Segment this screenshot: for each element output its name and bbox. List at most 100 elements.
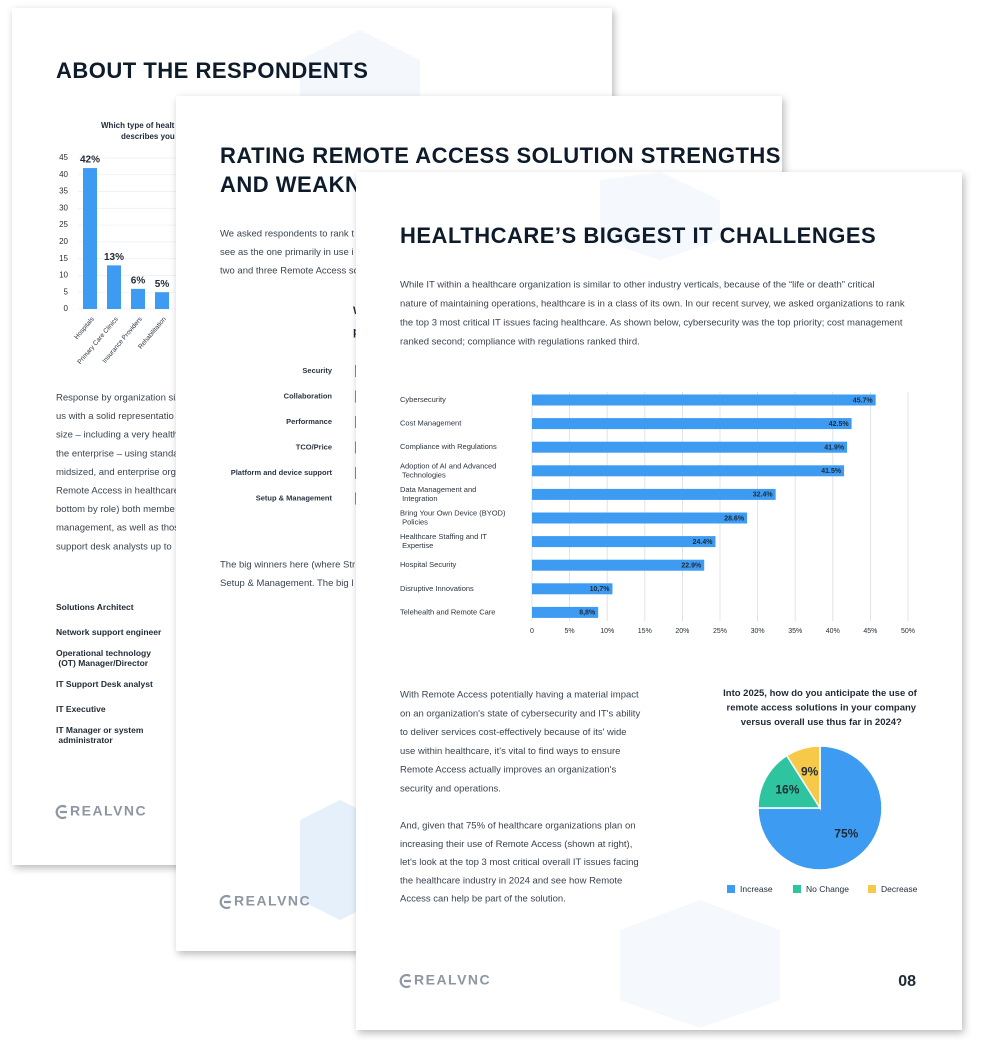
category-label: Hospital Security [400, 560, 457, 569]
pie-slice [785, 745, 821, 811]
bar [532, 394, 876, 406]
role-label: IT Manager or system administrator [56, 725, 144, 745]
value-label: 41.9% [824, 445, 845, 452]
category-label: Cost Management [400, 419, 462, 428]
bar [155, 292, 169, 309]
bar [532, 441, 848, 453]
legend-swatch [793, 885, 801, 893]
category-label: Telehealth and Remote Care [400, 607, 495, 616]
value-label: 22.9% [681, 563, 702, 570]
bar [532, 559, 705, 571]
paragraph-line: midsized, and enterprise org [56, 467, 176, 478]
role-label: Operational technology (OT) Manager/Dire… [56, 648, 151, 668]
paragraph-line: bottom by role) both membe [56, 504, 175, 515]
y-tick-label: 15 [59, 254, 68, 263]
value-label: 42% [80, 155, 100, 166]
x-tick-label: 5% [565, 628, 575, 635]
logo-icon [399, 973, 411, 989]
paragraph-line: use within healthcare, it's vital to fin… [400, 746, 620, 757]
value-label: 10,7% [590, 586, 611, 593]
page-sheet [356, 172, 962, 1030]
hex-decoration [620, 900, 780, 1028]
bar [532, 536, 716, 548]
paragraph-line: Response by organization siz [56, 393, 180, 404]
x-tick-label: 30% [751, 628, 765, 635]
pie-value-label: 16% [775, 782, 799, 796]
row-label: TCO/Price [296, 442, 332, 451]
bar [107, 265, 121, 309]
legend-label: No Change [806, 884, 849, 894]
role-label: IT Executive [56, 704, 106, 714]
category-label: Disruptive Innovations [400, 584, 474, 593]
paragraph-line: We asked respondents to rank t [220, 229, 354, 240]
paragraph-line: the healthcare industry in 2024 and see … [400, 875, 622, 886]
bar [131, 288, 145, 309]
row-label: Platform and device support [231, 468, 333, 477]
bar [532, 583, 613, 595]
pie-slice [757, 754, 822, 809]
value-label: 41.5% [821, 468, 842, 475]
logo-icon [55, 804, 67, 820]
paragraph-line: Remote Access in healthcare [56, 486, 179, 497]
value-label: 32.4% [753, 492, 774, 499]
y-tick-label: 30 [59, 203, 68, 212]
logo-text: REALVNC [234, 893, 311, 909]
hex-decoration [600, 172, 720, 260]
x-tick-label: 45% [863, 628, 877, 635]
y-tick-label: 35 [59, 187, 68, 196]
pie-value-label: 9% [801, 764, 819, 778]
row-label: Security [302, 366, 332, 375]
paragraph-line: And, given that 75% of healthcare organi… [400, 821, 636, 832]
role-label: IT Support Desk analyst [56, 679, 153, 689]
page-title: HEALTHCARE’S BIGGEST IT CHALLENGES [400, 223, 876, 248]
paragraph-line: management, as well as thos [56, 523, 179, 534]
paragraph-line: While IT within a healthcare organizatio… [400, 280, 875, 291]
paragraph-line: ranked second; compliance with regulatio… [400, 337, 640, 348]
bar [532, 488, 776, 500]
logo-text: REALVNC [414, 972, 491, 988]
chart-title: Which type of healt [101, 121, 175, 130]
paragraph-line: the enterprise – using standa [56, 448, 179, 459]
value-label: 13% [104, 252, 124, 263]
value-label: 24.4% [693, 539, 714, 546]
legend-label: Increase [740, 884, 773, 894]
bar [532, 418, 852, 430]
pie-title: Into 2025, how do you anticipate the use… [723, 688, 918, 728]
paragraph-line: two and three Remote Access so [220, 266, 359, 277]
paragraph-line: see as the one primarily in use i [220, 247, 354, 258]
legend-label: Decrease [881, 884, 918, 894]
bar [532, 465, 845, 477]
paragraph-line: Setup & Management. The big l [220, 578, 353, 589]
logo-icon [219, 894, 231, 910]
paragraph-line: us with a solid representatio [56, 411, 174, 422]
bar [532, 512, 748, 524]
paragraph-line: security and operations. [400, 784, 501, 795]
category-label: Bring Your Own Device (BYOD) Policies [400, 508, 506, 526]
paragraph-line: With Remote Access potentially having a … [400, 690, 639, 701]
logo-text: REALVNC [70, 803, 147, 819]
paragraph-line: The big winners here (where Str [220, 560, 355, 571]
y-tick-label: 45 [59, 153, 68, 162]
x-tick-label: 20% [675, 628, 689, 635]
paragraph-line: Access can help be part of the solution. [400, 894, 566, 905]
role-label: Solutions Architect [56, 602, 134, 612]
paragraph-line: to deliver services cost-effectively bec… [400, 727, 627, 738]
x-tick-label: 0 [530, 628, 534, 635]
x-tick-label: 40% [826, 628, 840, 635]
paragraph-line: Remote Access actually improves an organ… [400, 765, 616, 776]
value-label: 28.6% [724, 515, 745, 522]
page-title: AND WEAKN [220, 172, 361, 197]
category-label: Adoption of AI and Advanced Technologies [400, 461, 496, 479]
category-label: Cybersecurity [400, 395, 446, 404]
x-tick-label: 25% [713, 628, 727, 635]
value-label: 42.5% [829, 421, 850, 428]
row-label: Performance [286, 417, 332, 426]
paragraph-line: nature of maintaining operations, health… [400, 299, 905, 310]
value-label: 45.7% [853, 397, 874, 404]
page-number: 08 [898, 973, 916, 990]
category-label: Healthcare Staffing and IT Expertise [400, 532, 487, 550]
x-tick-label: 35% [788, 628, 802, 635]
value-label: 8,8% [579, 610, 596, 617]
paragraph-line: let's look at the top 3 most critical ov… [400, 857, 639, 868]
